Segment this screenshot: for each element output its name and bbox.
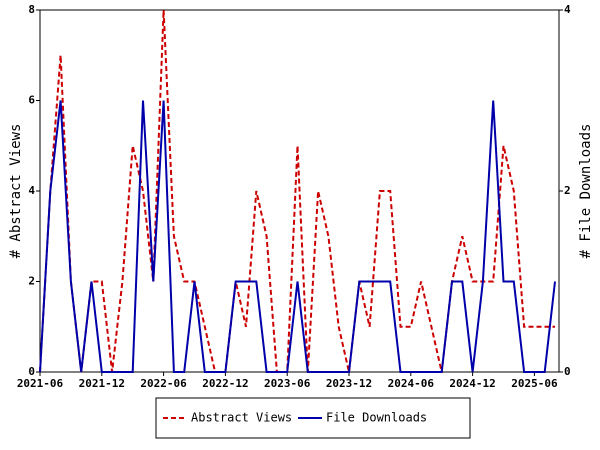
x-tick-label: 2021-06	[17, 377, 64, 390]
y2-tick-label: 0	[564, 365, 571, 378]
x-tick-label: 2023-06	[264, 377, 311, 390]
y-tick-label: 6	[28, 94, 35, 107]
x-tick-label: 2025-06	[511, 377, 558, 390]
series-line	[39, 100, 556, 373]
y-tick-label: 2	[28, 275, 35, 288]
legend-box	[155, 397, 471, 439]
x-tick-label: 2024-06	[388, 377, 435, 390]
y2-tick-label: 4	[564, 3, 571, 16]
legend-label: Abstract Views	[191, 411, 292, 425]
x-tick-label: 2022-06	[140, 377, 187, 390]
x-tick-label: 2021-12	[79, 377, 125, 390]
x-tick-label: 2024-12	[449, 377, 495, 390]
y-tick-label: 8	[28, 3, 35, 16]
legend-label: File Downloads	[326, 411, 427, 425]
y2-tick-label: 2	[564, 184, 571, 197]
x-tick-label: 2023-12	[326, 377, 372, 390]
y2-axis-label: # File Downloads	[578, 124, 594, 259]
y-axis-label: # Abstract Views	[8, 124, 24, 259]
y-tick-label: 0	[28, 365, 35, 378]
series-line	[39, 9, 555, 373]
y-tick-label: 4	[28, 184, 35, 197]
x-tick-label: 2022-12	[202, 377, 248, 390]
